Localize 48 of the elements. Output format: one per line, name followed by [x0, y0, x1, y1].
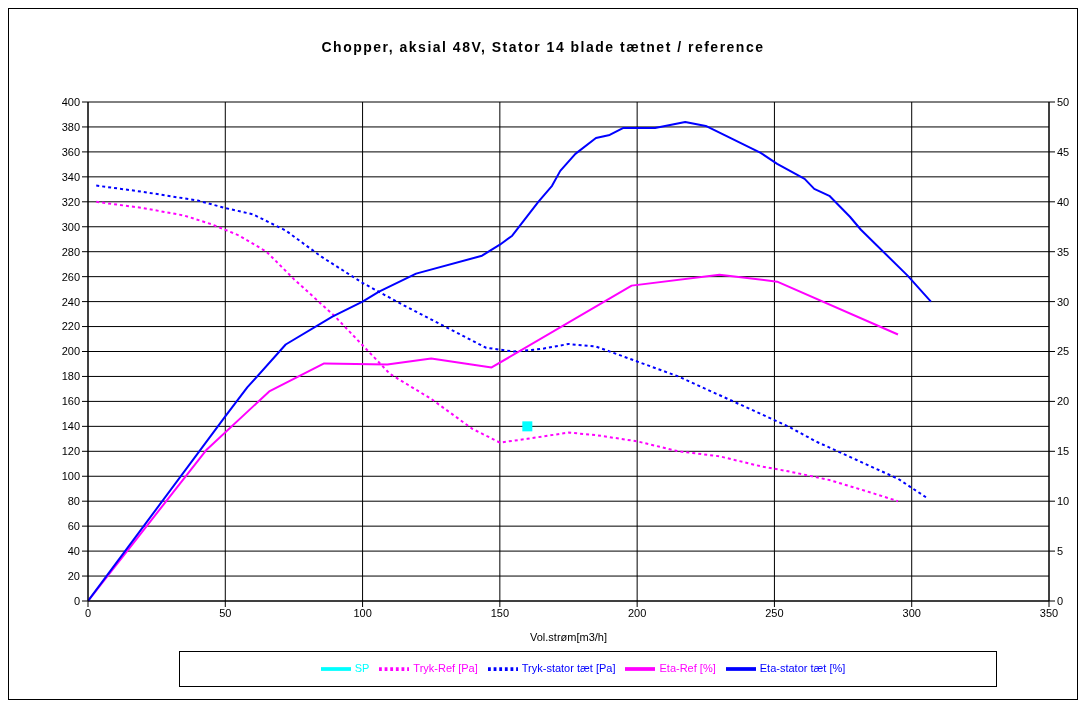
y-tick-label: 380	[61, 120, 80, 133]
y2-tick-label: 20	[1057, 395, 1070, 408]
y-tick-label: 160	[61, 395, 80, 408]
y2-tick-label: 40	[1057, 195, 1070, 208]
x-tick-label: 50	[219, 606, 232, 619]
chart-title: Chopper, aksial 48V, Stator 14 blade tætnet / reference	[320, 39, 766, 55]
y2-tick-label: 5	[1057, 545, 1064, 558]
y2-tick-label: 35	[1057, 245, 1070, 258]
x-tick-label: 250	[765, 606, 784, 619]
y-tick-label: 120	[61, 445, 80, 458]
legend-label: Eta-stator tæt [%]	[759, 661, 846, 674]
y-tick-label: 180	[61, 370, 80, 383]
y-tick-label: 320	[61, 195, 80, 208]
y-tick-label: 100	[61, 470, 80, 483]
y-tick-label: 300	[61, 220, 80, 233]
x-tick-label: 150	[490, 606, 510, 619]
y2-tick-label: 10	[1057, 495, 1070, 508]
y-tick-label: 60	[67, 520, 80, 533]
x-tick-label: 200	[627, 606, 647, 619]
y-tick-label: 40	[67, 545, 80, 558]
y-tick-label: 220	[61, 320, 80, 333]
y-tick-label: 80	[67, 495, 80, 508]
y-tick-label: 0	[73, 594, 80, 607]
y-tick-label: 400	[61, 95, 80, 108]
x-axis-title: Vol.strøm[m3/h]	[529, 631, 608, 643]
line-series	[88, 120, 932, 601]
x-tick-label: 100	[353, 606, 372, 619]
y2-tick-label: 50	[1057, 95, 1070, 108]
y-tick-label: 140	[61, 420, 80, 433]
y2-tick-label: 25	[1057, 345, 1070, 358]
x-tick-label: 300	[902, 606, 921, 619]
legend-label: SP	[354, 661, 370, 674]
y2-tick-label: 15	[1057, 445, 1070, 458]
x-tick-label: 0	[84, 606, 92, 619]
y-tick-label: 340	[61, 170, 80, 183]
y-tick-label: 260	[61, 270, 80, 283]
y2-tick-label: 30	[1057, 295, 1070, 308]
legend-label: Tryk-stator tæt [Pa]	[521, 661, 616, 674]
y-tick-label: 240	[61, 295, 80, 308]
y-tick-label: 360	[61, 145, 80, 158]
y-tick-label: 280	[61, 245, 80, 258]
legend-label: Eta-Ref [%]	[659, 661, 716, 674]
legend-label: Tryk-Ref [Pa]	[413, 661, 478, 674]
y2-tick-label: 0	[1057, 594, 1064, 607]
x-tick-label: 350	[1039, 606, 1059, 619]
y-tick-label: 200	[61, 345, 80, 358]
y-tick-label: 20	[67, 569, 80, 582]
y2-tick-label: 45	[1057, 145, 1070, 158]
